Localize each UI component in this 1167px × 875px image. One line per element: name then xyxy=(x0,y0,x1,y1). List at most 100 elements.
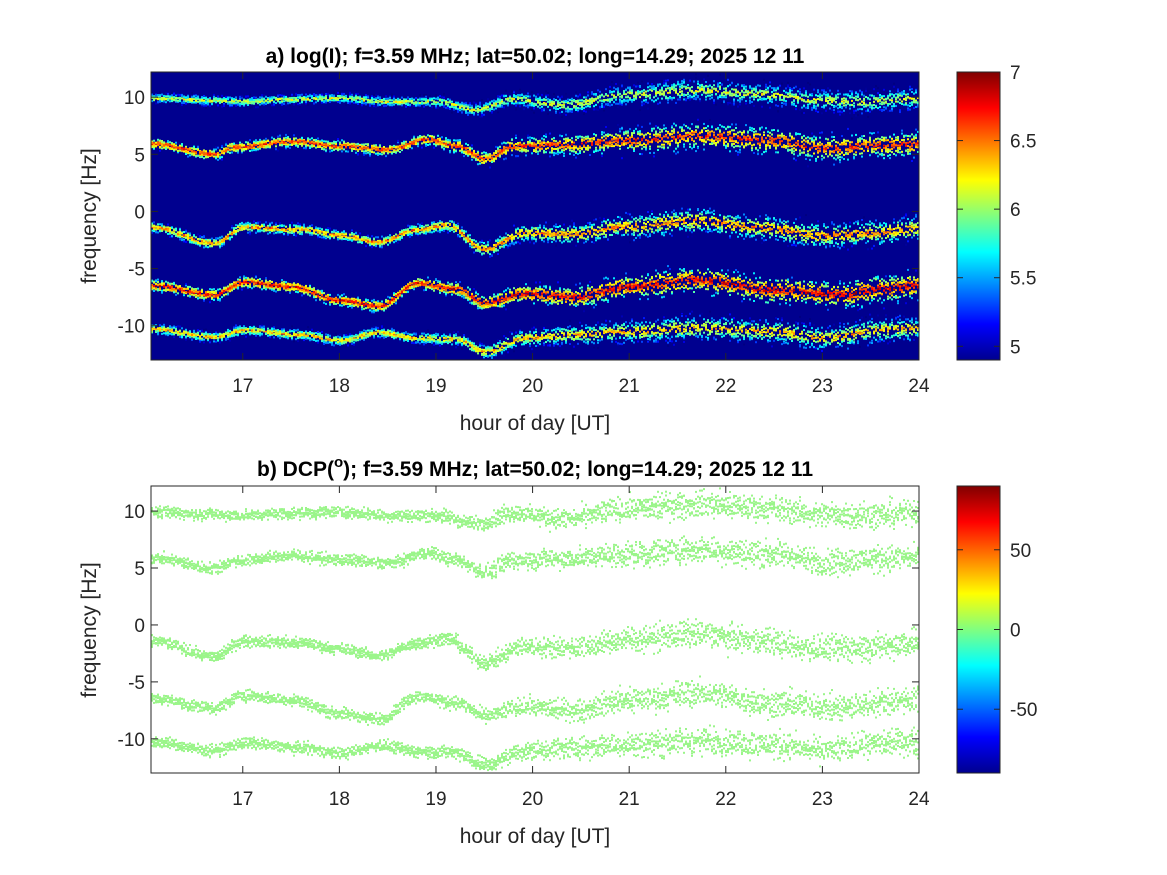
trace-sample xyxy=(201,152,203,155)
trace-sample xyxy=(461,104,463,107)
trace-sample xyxy=(273,96,275,99)
trace-sample xyxy=(161,142,163,145)
trace-sample xyxy=(213,97,215,100)
trace-sample xyxy=(419,104,421,107)
trace-sample xyxy=(715,136,717,139)
trace-sample xyxy=(561,135,563,138)
trace-sample xyxy=(451,103,453,106)
trace-sample xyxy=(869,102,871,104)
trace-sample xyxy=(537,99,539,102)
trace-sample xyxy=(531,104,533,107)
trace-sample xyxy=(783,97,785,100)
trace-sample xyxy=(741,141,743,144)
trace-sample xyxy=(785,136,787,139)
trace-sample xyxy=(561,106,563,109)
trace-sample xyxy=(653,151,655,154)
trace-sample xyxy=(349,143,351,146)
trace-sample xyxy=(391,104,393,107)
trace-sample xyxy=(667,87,669,90)
trace-sample xyxy=(191,92,193,95)
trace-sample xyxy=(481,152,483,155)
trace-sample xyxy=(185,96,187,99)
trace-sample xyxy=(811,101,813,104)
trace-sample xyxy=(647,140,649,143)
trace-sample xyxy=(731,136,733,139)
trace-sample xyxy=(791,93,793,96)
trace-sample xyxy=(255,144,257,147)
trace-sample xyxy=(369,154,371,157)
trace-sample xyxy=(787,149,789,152)
trace-sample xyxy=(263,103,265,106)
trace-sample xyxy=(587,148,589,151)
trace-sample xyxy=(317,141,319,144)
trace-sample xyxy=(867,104,869,107)
trace-sample xyxy=(323,148,325,151)
trace-sample xyxy=(831,97,833,100)
trace-sample xyxy=(435,94,437,97)
trace-sample xyxy=(625,93,627,96)
trace-sample xyxy=(285,99,287,102)
trace-sample xyxy=(559,141,561,144)
trace-sample xyxy=(687,91,689,94)
trace-sample xyxy=(303,143,305,146)
trace-sample xyxy=(205,104,207,107)
trace-sample xyxy=(559,151,561,154)
trace-sample xyxy=(333,97,335,100)
trace-sample xyxy=(201,97,203,100)
trace-sample xyxy=(679,96,681,99)
trace-sample xyxy=(813,106,815,109)
trace-sample xyxy=(729,84,731,87)
trace-sample xyxy=(269,144,271,147)
trace-sample xyxy=(581,147,583,150)
trace-sample xyxy=(691,137,693,140)
trace-sample xyxy=(317,140,319,143)
trace-sample xyxy=(689,88,691,91)
trace-sample xyxy=(267,98,269,101)
trace-sample xyxy=(239,141,241,144)
trace-sample xyxy=(803,139,805,142)
trace-sample xyxy=(685,94,687,96)
trace-sample xyxy=(259,106,261,109)
trace-sample xyxy=(207,98,209,101)
trace-sample xyxy=(729,130,731,133)
trace-sample xyxy=(537,97,539,100)
trace-sample xyxy=(249,139,251,142)
trace-sample xyxy=(735,123,737,126)
trace-sample xyxy=(629,128,631,131)
trace-sample xyxy=(189,154,191,157)
trace-sample xyxy=(707,132,709,135)
trace-sample xyxy=(175,141,177,144)
trace-sample xyxy=(335,99,337,102)
trace-sample xyxy=(415,101,417,104)
trace-sample xyxy=(321,141,323,144)
trace-sample xyxy=(161,140,163,142)
trace-sample xyxy=(767,134,769,137)
trace-sample xyxy=(571,97,573,100)
trace-sample xyxy=(699,131,701,134)
trace-sample xyxy=(561,104,563,107)
trace-sample xyxy=(363,152,365,154)
trace-sample xyxy=(351,145,353,148)
trace-sample xyxy=(405,102,407,105)
trace-sample xyxy=(175,103,177,106)
trace-sample xyxy=(407,104,409,106)
trace-sample xyxy=(681,92,683,95)
trace-sample xyxy=(653,85,655,88)
trace-sample xyxy=(187,98,189,101)
trace-sample xyxy=(591,140,593,143)
trace-sample xyxy=(777,151,779,154)
trace-sample xyxy=(547,105,549,108)
trace-sample xyxy=(619,98,621,101)
trace-sample xyxy=(721,125,723,128)
trace-sample xyxy=(223,152,225,155)
trace-sample xyxy=(187,155,189,158)
trace-sample xyxy=(739,151,741,154)
trace-sample xyxy=(695,73,697,76)
trace-sample xyxy=(827,95,829,97)
trace-sample xyxy=(881,103,883,106)
trace-sample xyxy=(337,97,339,100)
trace-sample xyxy=(599,96,601,99)
trace-sample xyxy=(535,145,537,148)
trace-sample xyxy=(731,94,733,97)
trace-sample xyxy=(473,109,475,112)
